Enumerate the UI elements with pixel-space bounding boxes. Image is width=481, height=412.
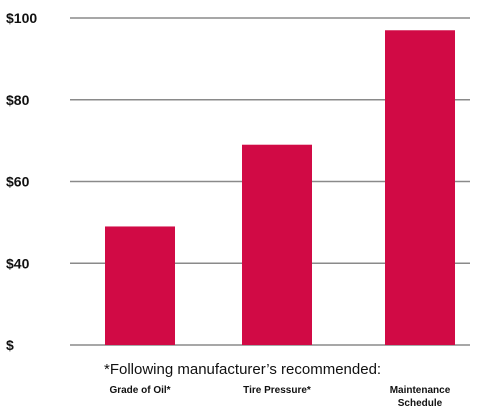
y-tick-label-1: $40 bbox=[6, 255, 30, 271]
bar-1 bbox=[242, 144, 312, 345]
bar-2 bbox=[385, 30, 455, 345]
bar-0 bbox=[105, 226, 175, 345]
bars bbox=[105, 30, 455, 345]
category-label-0: Grade of Oil* bbox=[109, 385, 170, 396]
y-tick-label-2: $60 bbox=[6, 174, 30, 190]
y-tick-label-4: $100 bbox=[6, 10, 37, 26]
category-label-1: Tire Pressure* bbox=[243, 385, 311, 396]
y-tick-label-0: $ bbox=[6, 337, 14, 353]
y-axis-tick-labels: $ $40 $60 $80 $100 bbox=[6, 10, 37, 353]
category-label-2: Maintenance Schedule bbox=[390, 385, 451, 409]
x-axis-category-labels: Grade of Oil* Tire Pressure* Maintenance Sc… bbox=[109, 385, 450, 409]
chart-annotation: *Following manufacturer’s recommended: bbox=[104, 361, 381, 378]
y-tick-label-3: $80 bbox=[6, 92, 30, 108]
